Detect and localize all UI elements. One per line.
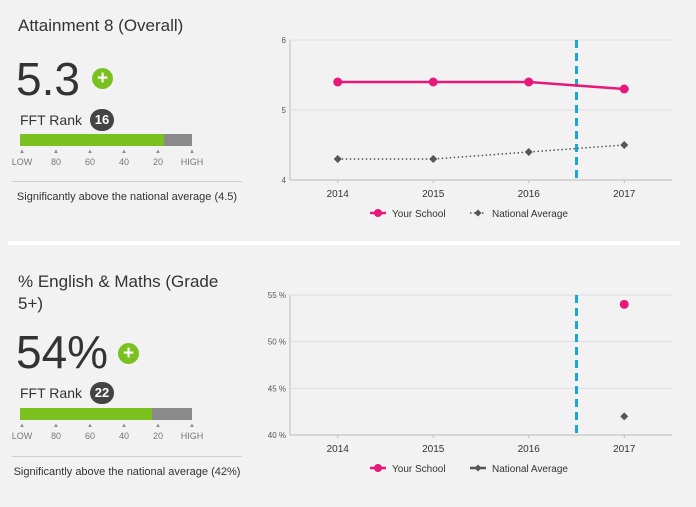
data-point[interactable] xyxy=(524,77,534,87)
rank-bar xyxy=(20,408,192,420)
headline-value: 54% xyxy=(16,326,109,378)
x-tick-label: 2014 xyxy=(327,444,350,455)
panel-divider xyxy=(8,241,680,245)
y-tick-label: 55 % xyxy=(268,291,286,300)
y-tick-label: 5 xyxy=(282,106,287,115)
scale-tick: ▲ 80 xyxy=(50,423,61,441)
scale-tick: ▲ 80 xyxy=(50,149,61,167)
legend-item[interactable]: National Average xyxy=(470,464,568,475)
scale-tick: ▲ 60 xyxy=(84,149,95,167)
data-point[interactable] xyxy=(620,412,629,421)
panel-title: Attainment 8 (Overall) xyxy=(18,16,184,35)
data-point[interactable] xyxy=(620,141,629,149)
y-tick-label: 50 % xyxy=(268,338,286,347)
legend-swatch-marker xyxy=(374,209,382,217)
scale-tick: ▲ LOW xyxy=(11,423,33,441)
legend-label: National Average xyxy=(492,209,568,220)
plus-icon: + xyxy=(118,343,139,364)
data-point[interactable] xyxy=(428,77,438,87)
scale-tick: ▲ 40 xyxy=(118,423,129,441)
scale-tick: ▲ 20 xyxy=(152,423,163,441)
english-maths-chart: 40 % 45 % 50 % 55 % 2014 2015 2016 2017 Your Sch… xyxy=(268,291,672,475)
rank-bar-fill xyxy=(20,134,165,146)
scale-tick: ▲ 40 xyxy=(118,149,129,167)
legend-item[interactable]: Your School xyxy=(370,464,446,475)
fft-rank-label: FFT Rank xyxy=(20,112,82,128)
separator xyxy=(12,181,242,182)
legend: Your School National Average xyxy=(370,464,568,475)
data-point[interactable] xyxy=(333,155,342,163)
y-tick-label: 4 xyxy=(282,176,287,185)
legend-label: National Average xyxy=(492,464,568,475)
x-tick-label: 2016 xyxy=(518,189,541,200)
series-line xyxy=(337,144,625,160)
legend-swatch-marker xyxy=(474,464,482,472)
x-tick-label: 2015 xyxy=(422,189,445,200)
series-line xyxy=(337,80,625,91)
panel-title: % English & Maths (Grade 5+) xyxy=(18,272,219,313)
legend-swatch-marker xyxy=(474,209,482,217)
legend-item[interactable]: Your School xyxy=(370,209,446,220)
x-tick-label: 2017 xyxy=(613,189,636,200)
fft-rank-badge: 22 xyxy=(90,382,114,404)
x-tick-label: 2016 xyxy=(518,444,541,455)
legend-label: Your School xyxy=(392,209,446,220)
legend-item[interactable]: National Average xyxy=(470,209,568,220)
scale-tick: ▲ HIGH xyxy=(180,423,204,441)
scale-tick: ▲ 60 xyxy=(84,423,95,441)
panel-attainment-8: Attainment 8 (Overall) 5.3 + FFT Rank 16… xyxy=(0,0,696,240)
plus-icon: + xyxy=(92,68,113,89)
legend: Your School National Average xyxy=(370,209,568,220)
scale-tick: ▲ LOW xyxy=(11,149,33,167)
separator xyxy=(12,456,242,457)
y-tick-label: 40 % xyxy=(268,431,286,440)
panel-english-maths: % English & Maths (Grade 5+) 54% + FFT R… xyxy=(0,247,696,507)
y-tick-label: 45 % xyxy=(268,384,286,393)
x-tick-label: 2014 xyxy=(327,189,350,200)
data-point[interactable] xyxy=(619,299,629,309)
scale-tick: ▲ HIGH xyxy=(180,149,204,167)
data-point[interactable] xyxy=(333,77,343,87)
x-tick-label: 2015 xyxy=(422,444,445,455)
data-point[interactable] xyxy=(429,155,438,163)
rank-scale: ▲ LOW ▲ 80 ▲ 60 ▲ 40 ▲ 20 ▲ HIGH xyxy=(8,422,208,446)
attainment-chart: 4 5 6 2014 2015 2016 2017 Your School National A… xyxy=(282,36,672,220)
rank-bar-fill xyxy=(20,408,153,420)
legend-label: Your School xyxy=(392,464,446,475)
x-tick-label: 2017 xyxy=(613,444,636,455)
data-point[interactable] xyxy=(524,148,533,156)
fft-rank-label: FFT Rank xyxy=(20,385,82,401)
scale-tick: ▲ 20 xyxy=(152,149,163,167)
summary-text: Significantly above the national average… xyxy=(13,466,241,478)
rank-scale: ▲ LOW ▲ 80 ▲ 60 ▲ 40 ▲ 20 ▲ HIGH xyxy=(8,148,208,172)
data-point[interactable] xyxy=(619,84,629,94)
summary-text: Significantly above the national average… xyxy=(16,191,238,203)
fft-rank-badge: 16 xyxy=(90,109,114,131)
headline-value: 5.3 xyxy=(16,53,80,105)
y-tick-label: 6 xyxy=(282,36,287,45)
legend-swatch-marker xyxy=(374,464,382,472)
rank-bar xyxy=(20,134,192,146)
